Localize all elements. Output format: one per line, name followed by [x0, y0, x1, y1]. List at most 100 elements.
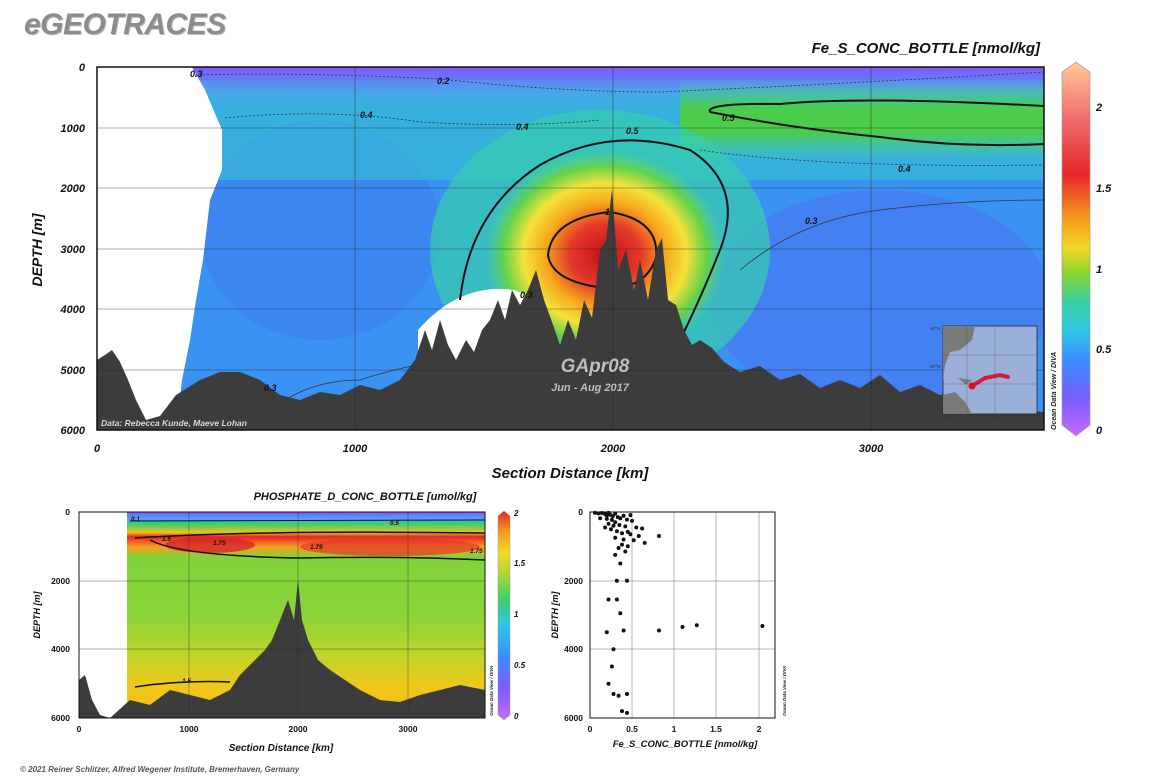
scatter-point: [625, 529, 630, 534]
contour-label-4: 0.4: [898, 164, 911, 174]
scatter-point: [625, 517, 629, 522]
main-ylabel: DEPTH [m]: [29, 212, 45, 286]
scatter-point: [614, 597, 619, 602]
contour-0-5-band: [708, 99, 1044, 147]
phos-ytick-3: 6000: [51, 713, 70, 723]
scatter-point: [614, 578, 619, 583]
scatter-point: [625, 692, 629, 696]
main-xtick-0: 0: [94, 443, 101, 455]
inset-map: 40°N 30°N 20°N 80°W 60°W: [930, 325, 1038, 421]
contour-label-0: 0.2: [437, 76, 450, 86]
inset-lon-60: 60°W: [992, 416, 1004, 421]
phos-xtick-0: 0: [77, 724, 82, 734]
phos-ytick-0: 0: [65, 507, 70, 517]
scatter-point: [593, 510, 597, 515]
contour-label-5: 0.5: [626, 126, 640, 136]
phos-grid: [79, 512, 485, 718]
scatter-point: [613, 535, 618, 540]
scatter-point: [625, 710, 629, 715]
cb-main-tick-0: 0: [1096, 425, 1103, 437]
scatter-point: [609, 517, 614, 522]
contour-label-1: 0.3: [190, 69, 203, 79]
main-ytick-2: 2000: [60, 183, 86, 195]
phosphate-field: [79, 512, 485, 718]
scatter-xtick-4: 2: [757, 724, 762, 734]
scatter-point: [634, 525, 639, 530]
contour-label-7: 0.3: [805, 216, 818, 226]
scatter-point: [631, 538, 636, 543]
scatter-xtick-3: 1.5: [710, 724, 722, 734]
main-ytick-1: 1000: [61, 123, 86, 135]
phos-contour-label-2: 1.5: [162, 536, 171, 543]
inset-map-start-marker: [968, 382, 976, 390]
main-xtick-3: 3000: [859, 443, 884, 455]
dates-label: Jun - Aug 2017: [551, 382, 630, 394]
scatter-point: [604, 630, 609, 635]
phos-contour-label-6: 1.5: [182, 678, 191, 685]
main-colorbar: 2 1.5 1 0.5 0: [1061, 61, 1112, 437]
credit-label: Data: Rebecca Kunde, Maeve Lohan: [101, 418, 247, 428]
scatter-point: [623, 524, 628, 529]
scatter-point: [621, 513, 626, 518]
scatter-point: [616, 693, 621, 698]
scatter-point: [609, 664, 614, 669]
scatter-point: [760, 624, 765, 628]
scatter-point: [611, 692, 616, 696]
scatter-point: [611, 647, 616, 652]
phos-contour-label-1: 0.5: [390, 520, 399, 527]
scatter-point: [611, 523, 616, 528]
scatter-point: [618, 561, 623, 566]
scatter-point: [630, 518, 634, 523]
inset-lat-20: 20°N: [930, 403, 940, 408]
contour-label-3: 0.4: [516, 122, 529, 132]
main-xtick-1: 1000: [343, 443, 368, 455]
scatter-point: [620, 709, 624, 714]
phos-xtick-3: 3000: [399, 724, 418, 734]
scatter-ytick-3: 6000: [564, 713, 583, 723]
scatter-point: [623, 549, 628, 554]
cb-phos-tick-2: 1: [514, 610, 519, 619]
main-ytick-3: 3000: [61, 244, 86, 256]
scatter-point: [642, 540, 647, 545]
scatter-point: [598, 516, 603, 521]
scatter-points: [593, 510, 765, 715]
main-ytick-6: 6000: [61, 425, 86, 437]
inset-lat-30: 30°N: [930, 364, 940, 369]
phos-contour-label-5: 1.75: [470, 548, 483, 555]
main-title: Fe_S_CONC_BOTTLE [nmol/kg]: [812, 40, 1041, 57]
scatter-odv-label: Ocean Data View / DIVA: [782, 666, 787, 716]
scatter-point: [628, 532, 633, 537]
scatter-xtick-2: 1: [672, 724, 677, 734]
contour-label-10: 0.3: [264, 383, 277, 393]
scatter-point: [606, 681, 611, 686]
scatter-point: [618, 516, 623, 521]
scatter-point: [603, 525, 608, 530]
main-grid: [97, 67, 1044, 430]
phos-ytick-2: 4000: [51, 644, 70, 654]
main-xlabel: Section Distance [km]: [492, 465, 650, 482]
inset-lon-80: 80°W: [944, 416, 956, 421]
copyright-footer: © 2021 Reiner Schlitzer, Alfred Wegener …: [20, 765, 300, 774]
scatter-xtick-0: 0: [588, 724, 593, 734]
scatter-ytick-1: 2000: [564, 576, 583, 586]
phos-odv-label: Ocean Data View / DIVA: [489, 666, 494, 716]
scatter-point: [620, 542, 624, 547]
contour-label-6: 0.5: [722, 113, 736, 123]
scatter-point: [610, 514, 615, 519]
scatter-point: [618, 611, 623, 616]
scatter-xlabel: Fe_S_CONC_BOTTLE [nmol/kg]: [613, 739, 758, 750]
phos-contour-label-3: 1.75: [213, 540, 226, 547]
scatter-point: [613, 511, 618, 516]
cruise-label: GApr08: [561, 356, 630, 377]
cb-main-tick-4: 2: [1095, 102, 1102, 114]
scatter-point: [694, 623, 699, 628]
cb-phos-tick-0: 0: [514, 712, 519, 721]
scatter-point: [614, 529, 619, 534]
scatter-point: [621, 628, 626, 633]
cb-main-tick-2: 1: [1096, 264, 1102, 276]
scatter-point: [606, 597, 611, 602]
scatter-point: [621, 537, 626, 542]
scatter-point: [617, 523, 622, 527]
phos-xtick-2: 2000: [289, 724, 308, 734]
